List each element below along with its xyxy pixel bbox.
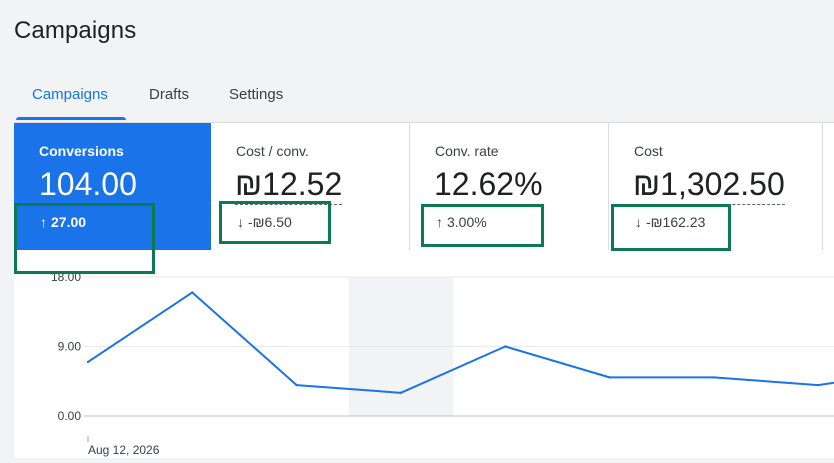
x-tick-label: Aug 12, 2026 (88, 443, 160, 457)
y-tick-label: 0.00 (58, 409, 82, 423)
data-point[interactable] (608, 376, 611, 379)
page-title: Campaigns (14, 17, 137, 44)
line-chart: 0.00 9.00 18.00 Aug 12, 2026 (51, 270, 834, 457)
arrow-up-icon: ↑ (40, 214, 47, 230)
performance-chart: 0.00 9.00 18.00 Aug 12, 2026 (14, 250, 834, 458)
y-tick-label: 9.00 (58, 340, 82, 354)
metric-delta-value: -₪6.50 (248, 214, 292, 230)
metric-delta: ↑ 27.00 (40, 214, 86, 230)
data-point[interactable] (816, 383, 820, 387)
tab-campaigns[interactable]: Campaigns (32, 86, 108, 103)
data-point[interactable] (86, 360, 90, 364)
tab-settings[interactable]: Settings (229, 86, 284, 103)
metric-value: 12.62% (434, 165, 543, 205)
tab-bar: Campaigns Drafts Settings (0, 70, 834, 122)
tab-drafts[interactable]: Drafts (149, 86, 190, 103)
data-point[interactable] (191, 291, 194, 294)
series-line (87, 291, 834, 394)
y-tick-label: 18.00 (51, 270, 81, 284)
metric-title: Cost (634, 143, 663, 159)
metric-delta: ↑ 3.00% (436, 214, 487, 230)
metric-card-conversions[interactable]: Conversions 104.00 ↑ 27.00 (14, 123, 211, 251)
active-tab-indicator (16, 117, 126, 120)
metric-title: Conv. rate (435, 143, 499, 159)
arrow-up-icon: ↑ (436, 214, 443, 230)
metric-card-cost-per-conv[interactable]: Cost / conv. ₪12.52 ↓ -₪6.50 (211, 123, 410, 251)
metric-delta-value: -₪162.23 (646, 214, 706, 230)
metric-title: Cost / conv. (236, 143, 309, 159)
metric-delta: ↓ -₪162.23 (635, 214, 705, 230)
metric-card-conv-rate[interactable]: Conv. rate 12.62% ↑ 3.00% (410, 123, 609, 251)
arrow-down-icon: ↓ (635, 214, 642, 230)
metric-delta-value: 3.00% (447, 214, 487, 230)
metric-title: Conversions (39, 143, 124, 159)
metric-value: 104.00 (39, 165, 137, 205)
data-point[interactable] (295, 383, 298, 387)
metric-delta: ↓ -₪6.50 (237, 214, 292, 230)
data-point[interactable] (504, 345, 507, 348)
metric-card-cost[interactable]: Cost ₪1,302.50 ↓ -₪162.23 (609, 123, 823, 251)
metric-value: ₪1,302.50 (633, 165, 785, 205)
arrow-down-icon: ↓ (237, 214, 244, 230)
data-point[interactable] (399, 391, 403, 395)
metric-delta-value: 27.00 (51, 214, 87, 230)
metric-value: ₪12.52 (235, 165, 343, 205)
metric-cards: Conversions 104.00 ↑ 27.00 Cost / conv. ₪… (14, 122, 834, 251)
data-point[interactable] (712, 376, 715, 379)
